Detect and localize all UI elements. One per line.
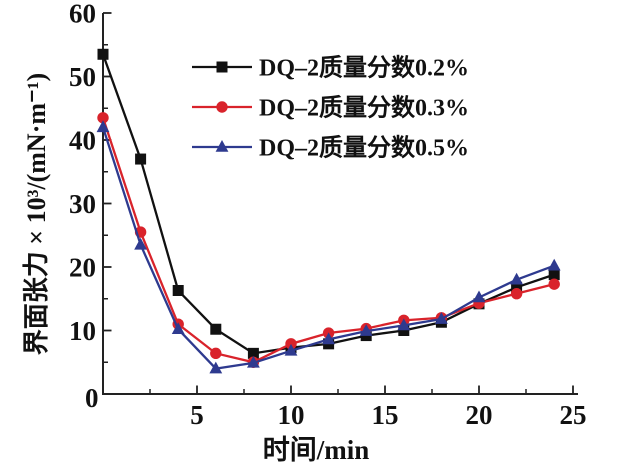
y-axis-title: 界面张力 × 10³/(mN·m⁻¹) [22, 73, 51, 355]
triangle-marker-icon [247, 355, 260, 368]
legend-item: DQ–2质量分数0.2% [192, 55, 469, 82]
ticks: 10 20 30 40 50 60 5 10 15 20 25 0 [69, 0, 587, 430]
circle-marker-icon [97, 112, 109, 124]
y-tick-label: 10 [69, 316, 96, 346]
triangle-marker-icon [171, 322, 185, 335]
triangle-marker-icon [547, 258, 561, 271]
legend-item: DQ–2质量分数0.5% [192, 135, 469, 162]
triangle-marker-icon [397, 318, 411, 331]
y-tick-label: 30 [69, 189, 96, 219]
legend-label: DQ–2质量分数0.3% [259, 95, 469, 122]
triangle-marker-icon [134, 237, 147, 250]
circle-marker-icon [510, 287, 523, 300]
x-tick-label: 10 [278, 400, 305, 430]
series-triangle [96, 120, 561, 374]
square-marker-icon [97, 48, 109, 60]
triangle-marker-icon [510, 272, 523, 285]
square-marker-icon [548, 269, 560, 281]
circle-marker-icon [548, 278, 560, 290]
triangle-marker-icon [215, 140, 229, 152]
triangle-marker-icon [284, 343, 298, 356]
y-tick-label: 20 [69, 253, 96, 283]
x-tick-label: 20 [466, 400, 493, 430]
y-tick-label: 60 [69, 0, 96, 29]
triangle-marker-icon [472, 290, 486, 303]
legend-label: DQ–2质量分数0.2% [259, 55, 469, 82]
triangle-marker-icon [435, 312, 448, 324]
legend-item: DQ–2质量分数0.3% [192, 95, 469, 122]
y-tick-label: 40 [69, 126, 96, 156]
x-tick-label: 15 [372, 400, 399, 430]
triangle-marker-icon [359, 324, 373, 336]
square-marker-icon [511, 281, 523, 293]
triangle-marker-icon [209, 361, 223, 374]
square-marker-icon [172, 284, 184, 296]
triangle-marker-icon [96, 120, 110, 133]
circle-marker-icon [216, 101, 228, 113]
square-marker-icon [398, 325, 410, 336]
square-marker-icon [135, 153, 147, 165]
circle-marker-icon [210, 347, 222, 360]
square-marker-icon [216, 61, 228, 73]
origin-tick-label: 0 [85, 383, 99, 413]
square-marker-icon [247, 347, 259, 359]
legend-label: DQ–2质量分数0.5% [259, 135, 469, 162]
square-marker-icon [210, 323, 222, 335]
triangle-marker-icon [322, 332, 335, 345]
x-tick-label: 5 [190, 400, 204, 430]
y-tick-label: 50 [69, 62, 96, 92]
legend: DQ–2质量分数0.2% DQ–2质量分数0.3% DQ–2质量分数0.5% [192, 55, 469, 162]
x-tick-label: 25 [560, 400, 587, 430]
x-axis-title: 时间/min [263, 435, 370, 465]
